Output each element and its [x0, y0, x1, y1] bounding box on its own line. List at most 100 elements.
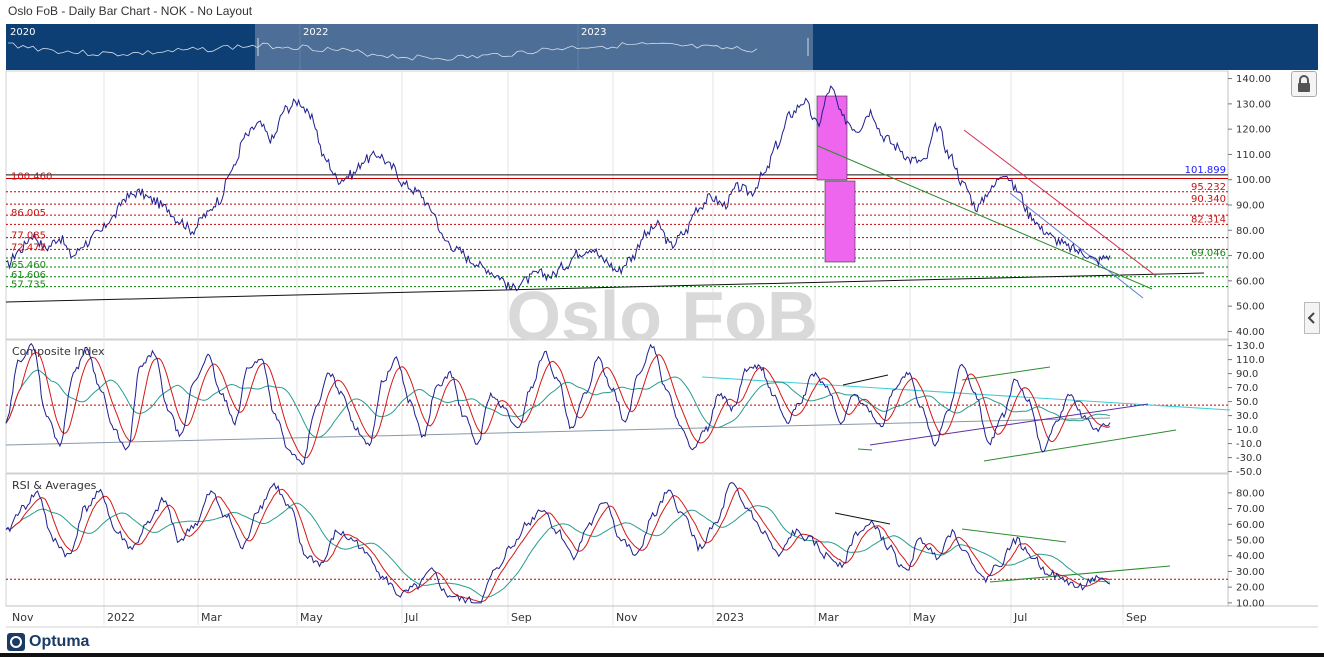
y-tick-label: 100.00 [1236, 175, 1271, 186]
navigator-year-label: 2022 [303, 27, 328, 38]
y-tick-label: 120.00 [1236, 125, 1271, 136]
x-tick-label: Sep [511, 611, 532, 624]
composite-green-lower [983, 429, 1177, 462]
x-tick-label: May [913, 611, 936, 624]
horizontal-levels [6, 174, 1228, 288]
right-level-label: 101.899 [1185, 165, 1226, 176]
long-term-support-line [5, 272, 1205, 303]
navigator-price-line [8, 42, 758, 61]
y-tick-label: 140.00 [1236, 74, 1271, 85]
y-tick-label: 110.00 [1236, 150, 1271, 161]
left-level-label: 65.460 [11, 260, 46, 271]
x-tick-label: Mar [818, 611, 839, 624]
navigator-window[interactable] [255, 24, 813, 70]
y-tick-label: 40.00 [1236, 551, 1265, 562]
highlight-box-upper [816, 95, 848, 181]
y-tick-label: 60.00 [1236, 520, 1265, 531]
x-tick-label: 2022 [107, 611, 135, 624]
date-axis: Nov 2022 Mar May Jul Sep Nov 2023 Mar May Jul Sep [6, 605, 1318, 628]
y-tick-label: 70.0 [1236, 383, 1258, 394]
trendlines [5, 129, 1205, 303]
blue-trendline [1009, 192, 1144, 299]
price-y-axis: 140.00 130.00 120.00 110.00 100.00 90.00 80.00… [1228, 74, 1271, 338]
red-trendline [963, 129, 1157, 277]
composite-purple-trendline [869, 403, 1149, 446]
composite-long-trendline [5, 417, 1111, 446]
y-tick-label: 10.00 [1236, 598, 1265, 609]
left-level-label: 86.005 [11, 208, 46, 219]
x-tick-label: Nov [616, 611, 638, 624]
price-series-line [5, 85, 1111, 292]
rsi-panel-frame [5, 473, 1229, 607]
y-tick-label: 50.00 [1236, 302, 1265, 313]
left-level-label: 77.085 [11, 231, 46, 242]
y-tick-label: 130.0 [1236, 341, 1265, 352]
lock-icon [1298, 75, 1310, 92]
bottom-bar [0, 653, 1324, 657]
navigator-year-label: 2023 [581, 27, 606, 38]
rsi-green-upper [961, 528, 1067, 543]
y-tick-label: 90.0 [1236, 369, 1258, 380]
lock-button[interactable] [1291, 71, 1317, 97]
right-level-label: 69.046 [1191, 248, 1226, 259]
highlight-box-lower [824, 180, 856, 263]
rsi-y-axis: 80.00 70.00 60.00 50.00 40.00 30.00 20.00 10.00 [1228, 488, 1265, 609]
y-tick-label: 40.00 [1236, 327, 1265, 338]
left-level-label: 61.606 [11, 270, 46, 281]
y-tick-label: 50.0 [1236, 397, 1258, 408]
optuma-logo-text: Optuma [29, 633, 90, 650]
y-tick-label: 30.0 [1236, 411, 1258, 422]
left-level-label: 57.735 [11, 280, 46, 291]
right-level-label: 95.232 [1191, 182, 1226, 193]
y-tick-label: 70.00 [1236, 251, 1265, 262]
composite-y-axis: 130.0 110.0 90.0 70.0 50.0 30.0 10.0 -10.0 -30.0… [1228, 341, 1265, 478]
y-tick-label: 130.00 [1236, 99, 1271, 110]
y-tick-label: 90.00 [1236, 201, 1265, 212]
right-level-label: 82.314 [1191, 214, 1226, 225]
composite-fast-average [5, 351, 1111, 459]
green-trendline [817, 145, 1153, 290]
right-level-label: 90.340 [1191, 194, 1226, 205]
navigator-year-label: 2020 [10, 27, 35, 38]
y-tick-label: 80.00 [1236, 226, 1265, 237]
optuma-logo: Optuma [6, 632, 89, 652]
y-tick-label: 50.00 [1236, 536, 1265, 547]
rsi-panel-title: RSI & Averages [12, 479, 97, 492]
y-tick-label: -10.0 [1236, 439, 1262, 450]
optuma-logo-icon [7, 633, 25, 651]
left-level-label: 72.472 [11, 242, 46, 253]
y-tick-label: 80.00 [1236, 488, 1265, 499]
composite-panel-frame [5, 339, 1229, 474]
composite-black-trendline [842, 374, 889, 386]
time-navigator[interactable]: 2020 2022 2023 [6, 24, 1318, 70]
y-tick-label: -30.0 [1236, 453, 1262, 464]
x-tick-label: Mar [201, 611, 222, 624]
y-tick-label: 110.0 [1236, 355, 1265, 366]
y-tick-label: 60.00 [1236, 276, 1265, 287]
y-tick-label: -50.0 [1236, 467, 1262, 478]
rsi-slow-average [5, 502, 1111, 598]
x-tick-label: May [300, 611, 323, 624]
window-title: Oslo FoB - Daily Bar Chart - NOK - No La… [8, 4, 253, 18]
x-tick-label: 2023 [716, 611, 744, 624]
y-tick-label: 10.0 [1236, 425, 1258, 436]
x-tick-label: Nov [12, 611, 34, 624]
rsi-line [5, 482, 1111, 604]
y-tick-label: 70.00 [1236, 504, 1265, 515]
x-tick-label: Sep [1126, 611, 1147, 624]
y-tick-label: 30.00 [1236, 567, 1265, 578]
x-gridlines [103, 71, 1124, 625]
y-tick-label: 20.00 [1236, 583, 1265, 594]
x-tick-label: Jul [1013, 611, 1027, 624]
composite-green-upper [961, 366, 1051, 381]
rsi-green-lower [989, 565, 1171, 583]
composite-green-short [857, 448, 873, 451]
composite-index-line [5, 342, 1111, 466]
composite-panel-title: Composite Index [12, 345, 105, 358]
left-level-label: 100.460 [11, 172, 52, 183]
collapse-panel-button[interactable] [1304, 302, 1320, 334]
watermark: Oslo FoB [506, 277, 817, 355]
